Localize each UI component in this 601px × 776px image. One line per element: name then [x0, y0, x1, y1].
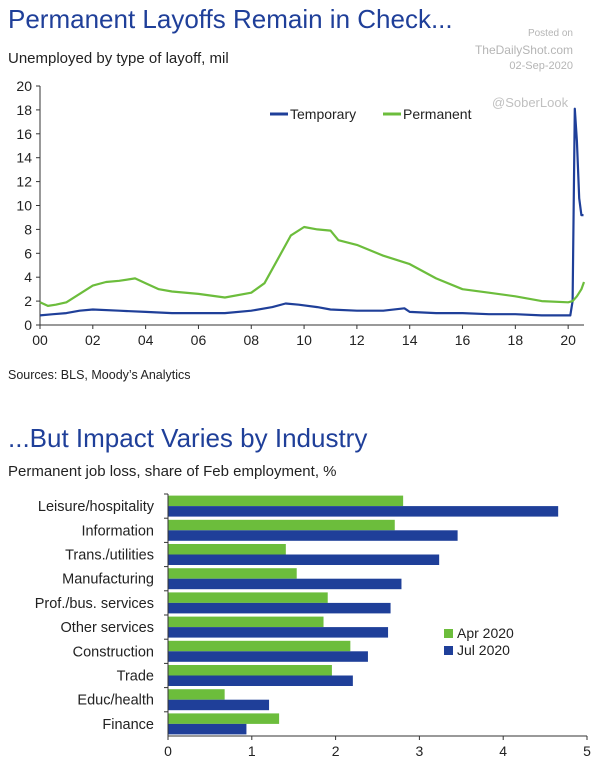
y-tick-label: 20	[16, 78, 32, 94]
bar-category-label: Trade	[117, 669, 154, 685]
bar-x-tick-label: 0	[164, 743, 172, 759]
bottom-chart-title: ...But Impact Varies by Industry	[8, 423, 368, 453]
x-tick-label: 20	[560, 332, 576, 348]
bar-jul-2020	[168, 530, 458, 541]
bar-apr-2020	[168, 689, 225, 700]
bar-x-tick-label: 5	[583, 743, 591, 759]
y-tick-label: 2	[24, 293, 32, 309]
watermark-date: 02-Sep-2020	[509, 60, 573, 72]
x-tick-label: 14	[402, 332, 418, 348]
bar-jul-2020	[168, 723, 247, 735]
bar-legend-label: Apr 2020	[457, 625, 514, 641]
x-tick-label: 04	[138, 332, 154, 348]
bottom-chart-subtitle: Permanent job loss, share of Feb employm…	[8, 463, 337, 480]
bar-jul-2020	[168, 699, 270, 711]
y-tick-label: 8	[24, 221, 32, 237]
bar-category-label: Other services	[61, 620, 154, 636]
line-series-permanent	[39, 225, 586, 307]
x-tick-label: 00	[32, 332, 48, 348]
bar-apr-2020	[168, 495, 404, 507]
bar-jul-2020	[168, 651, 368, 662]
x-tick-label: 06	[191, 332, 207, 348]
bar-category-label: Educ/health	[77, 693, 154, 709]
x-tick-label: 02	[85, 332, 101, 348]
x-tick-label: 08	[243, 332, 259, 348]
watermark-handle: @SoberLook	[492, 95, 569, 110]
bar-x-tick-label: 2	[332, 743, 340, 759]
x-tick-label: 18	[508, 332, 524, 348]
watermark: Posted on TheDailyShot.com 02-Sep-2020	[475, 26, 573, 74]
y-tick-label: 4	[24, 269, 32, 285]
y-tick-label: 16	[16, 126, 32, 142]
line-series-temporary	[39, 107, 584, 317]
bar-apr-2020	[168, 592, 328, 603]
bar-apr-2020	[168, 568, 297, 579]
bar-legend-label: Jul 2020	[457, 642, 510, 658]
top-chart-subtitle: Unemployed by type of layoff, mil	[8, 50, 229, 67]
bar-apr-2020	[168, 713, 280, 724]
bar-apr-2020	[168, 544, 286, 555]
bar-category-label: Manufacturing	[62, 572, 154, 588]
y-tick-label: 14	[16, 150, 32, 166]
y-tick-label: 12	[16, 174, 32, 190]
watermark-posted: Posted on	[527, 28, 573, 39]
y-tick-label: 0	[24, 317, 32, 333]
y-tick-label: 10	[16, 198, 32, 214]
bar-jul-2020	[168, 578, 402, 590]
x-tick-label: 10	[296, 332, 312, 348]
bar-apr-2020	[168, 616, 324, 628]
bar-legend-swatch	[444, 646, 453, 655]
bar-legend-swatch	[444, 629, 453, 638]
legend-label-temporary: Temporary	[290, 106, 356, 122]
line-chart-source: Sources: BLS, Moody’s Analytics	[8, 368, 191, 382]
bar-jul-2020	[168, 554, 440, 565]
y-tick-label: 18	[16, 102, 32, 118]
bar-apr-2020	[168, 640, 351, 652]
bar-category-label: Leisure/hospitality	[38, 499, 155, 515]
bar-chart: Leisure/hospitality Information Trans./uti…	[35, 493, 591, 759]
bar-category-label: Construction	[73, 644, 154, 660]
bar-category-label: Information	[81, 523, 154, 539]
bar-jul-2020	[168, 506, 559, 517]
bar-apr-2020	[168, 519, 395, 531]
legend-label-permanent: Permanent	[403, 106, 472, 122]
watermark-site: TheDailyShot.com	[474, 43, 573, 57]
bar-x-tick-label: 1	[248, 743, 256, 759]
x-tick-label: 16	[455, 332, 471, 348]
bar-category-label: Prof./bus. services	[35, 596, 154, 612]
bar-x-tick-label: 4	[499, 743, 507, 759]
bar-jul-2020	[168, 675, 353, 686]
bar-jul-2020	[168, 602, 391, 614]
bar-category-label: Finance	[102, 717, 154, 733]
bar-jul-2020	[168, 627, 389, 638]
bar-apr-2020	[168, 665, 332, 676]
x-tick-label: 12	[349, 332, 365, 348]
bar-x-tick-label: 3	[416, 743, 424, 759]
y-tick-label: 6	[24, 245, 32, 261]
bar-category-label: Trans./utilities	[65, 548, 154, 564]
top-chart-title: Permanent Layoffs Remain in Check...	[8, 4, 453, 34]
